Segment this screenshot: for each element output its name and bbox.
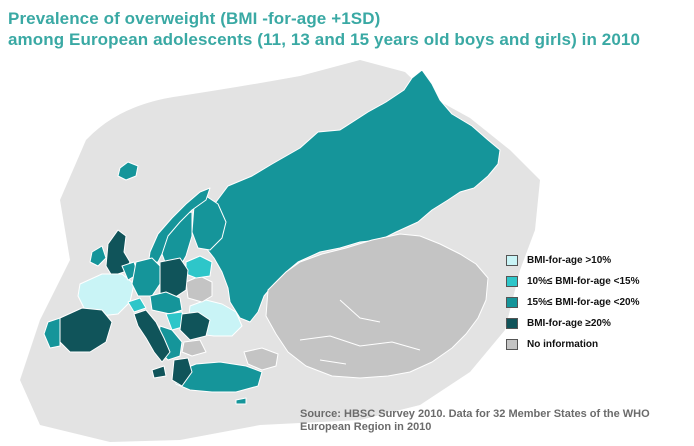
source-line-1: Source: HBSC Survey 2010. Data for 32 Me… [300, 408, 650, 420]
country-kazakhstan [265, 233, 489, 379]
map-countries [43, 69, 501, 405]
legend-swatch [506, 276, 518, 287]
country-ireland [89, 245, 107, 267]
legend-label: BMI-for-age >10% [527, 255, 612, 266]
source-note: Source: HBSC Survey 2010. Data for 32 Me… [300, 408, 690, 434]
country-cyprus [235, 397, 247, 405]
legend-swatch [506, 255, 518, 266]
legend-label: BMI-for-age ≥20% [527, 318, 611, 329]
country-central-asia-divider [299, 299, 421, 365]
country-romania [179, 311, 211, 341]
country-greece [171, 357, 193, 387]
country-sicily [151, 365, 167, 379]
country-iceland [117, 161, 139, 181]
country-switzerland [127, 297, 147, 313]
map-legend: BMI-for-age >10% 10%≤ BMI-for-age <15% 1… [506, 250, 639, 355]
country-czech-slovakia [149, 291, 183, 315]
country-turkey [175, 361, 263, 393]
country-uk [105, 229, 131, 277]
country-germany [131, 257, 161, 297]
country-belarus [185, 275, 213, 303]
country-bulgaria [181, 339, 207, 357]
legend-item-5: No information [506, 334, 639, 355]
map-title: Prevalence of overweight (BMI -for-age +… [8, 8, 688, 50]
country-caucasus [243, 347, 279, 371]
legend-swatch [506, 339, 518, 350]
legend-item-3: 15%≤ BMI-for-age <20% [506, 292, 639, 313]
legend-label: 10%≤ BMI-for-age <15% [527, 276, 640, 287]
legend-label: 15%≤ BMI-for-age <20% [527, 297, 640, 308]
legend-label: No information [527, 339, 599, 350]
country-spain [57, 307, 113, 353]
source-line-2: European Region in 2010 [300, 421, 432, 433]
legend-swatch [506, 297, 518, 308]
title-line-1: Prevalence of overweight (BMI -for-age +… [8, 9, 381, 28]
country-russia [199, 69, 501, 323]
country-france [77, 273, 135, 317]
legend-item-1: BMI-for-age >10% [506, 250, 639, 271]
title-line-2: among European adolescents (11, 13 and 1… [8, 30, 641, 49]
legend-item-2: 10%≤ BMI-for-age <15% [506, 271, 639, 292]
country-finland [191, 195, 227, 251]
country-italy [133, 309, 171, 363]
legend-item-4: BMI-for-age ≥20% [506, 313, 639, 334]
legend-swatch [506, 318, 518, 329]
country-portugal [43, 317, 61, 349]
